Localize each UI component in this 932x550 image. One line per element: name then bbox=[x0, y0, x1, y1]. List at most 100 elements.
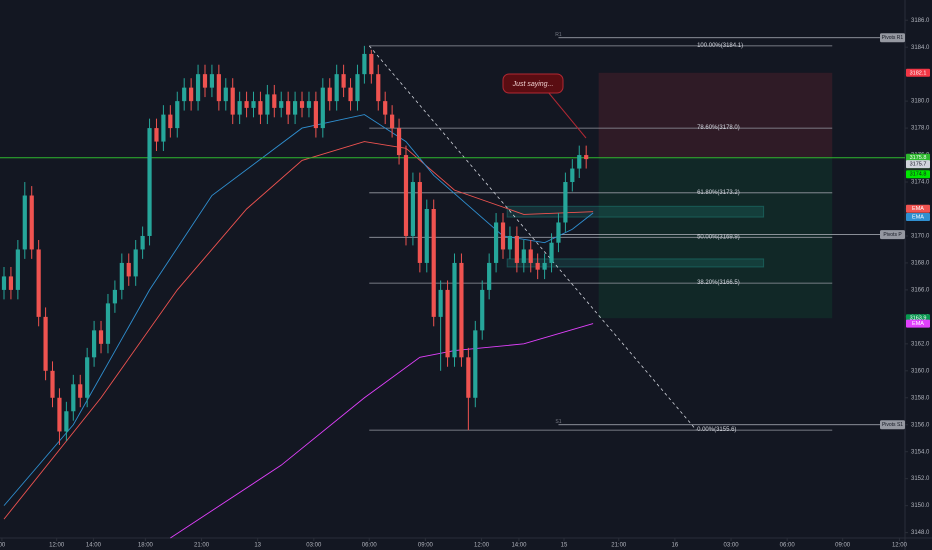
candle-body bbox=[161, 114, 166, 142]
annotation-text: Just saying... bbox=[512, 81, 554, 88]
candle-body bbox=[480, 289, 485, 331]
candle-body bbox=[64, 411, 69, 432]
candle-body bbox=[286, 101, 291, 115]
fib-label: 0.00%(3155.6) bbox=[697, 427, 736, 433]
y-tick-label: 3166.0 bbox=[911, 287, 930, 293]
pivot-tag bbox=[880, 230, 905, 240]
last-close-tag-label: 3175.7 bbox=[910, 162, 927, 168]
pivot-tag-label: Pivots R1 bbox=[882, 35, 904, 41]
candle-body bbox=[209, 74, 215, 88]
pivot-tag-label: Pivots S1 bbox=[882, 422, 903, 428]
candle-body bbox=[334, 74, 339, 102]
candle-body bbox=[154, 128, 159, 142]
candle-body bbox=[570, 168, 575, 183]
candle-body bbox=[265, 94, 270, 115]
x-tick-label: 06:00 bbox=[780, 543, 796, 549]
candle-body bbox=[584, 155, 589, 160]
candle-body bbox=[556, 222, 561, 243]
extra-tag-label: 3174.8 bbox=[910, 172, 927, 178]
ema-tag-label: EMA bbox=[912, 321, 924, 327]
target-zone bbox=[598, 157, 833, 319]
candle-body bbox=[43, 316, 48, 371]
consolidation-zone bbox=[506, 205, 765, 218]
candle-body bbox=[15, 249, 20, 290]
candle-body bbox=[71, 384, 76, 412]
x-tick-label: 12:00 bbox=[892, 543, 908, 549]
candle-body bbox=[390, 114, 395, 129]
candle-body bbox=[452, 262, 457, 358]
candle-body bbox=[320, 87, 325, 129]
candle-body bbox=[369, 53, 374, 75]
x-tick-label: 18:00 bbox=[138, 543, 154, 549]
candle-body bbox=[424, 208, 429, 263]
pivot-short-label: R1 bbox=[555, 32, 562, 38]
candle-body bbox=[175, 101, 180, 129]
candle-body bbox=[112, 289, 117, 304]
pivot-tag bbox=[880, 420, 905, 430]
candle-body bbox=[8, 276, 14, 290]
price-tag bbox=[906, 153, 930, 162]
ema-line bbox=[3, 114, 594, 506]
candle-body bbox=[403, 155, 409, 236]
candle-body bbox=[119, 262, 124, 290]
candle-body bbox=[306, 101, 312, 108]
x-tick-label: 16 bbox=[672, 543, 679, 549]
candle-body bbox=[410, 182, 416, 236]
candle-body bbox=[431, 208, 436, 317]
x-tick-label: 09:00 bbox=[835, 543, 851, 549]
candle-body bbox=[126, 262, 131, 277]
candle-body bbox=[299, 101, 305, 108]
fib-label: 78.60%(3178.0) bbox=[697, 125, 740, 131]
candle-body bbox=[535, 262, 540, 270]
y-tick-label: 3158.0 bbox=[911, 395, 930, 401]
y-tick-label: 3180.0 bbox=[911, 99, 930, 105]
last-close-tag bbox=[906, 160, 930, 169]
candle-body bbox=[195, 74, 201, 102]
candle-body bbox=[202, 74, 208, 88]
candle-body bbox=[85, 357, 90, 398]
pivot-tag bbox=[880, 33, 905, 43]
fib-label: 100.00%(3184.1) bbox=[697, 43, 743, 49]
x-tick-label: 21:00 bbox=[194, 543, 210, 549]
ema-tag bbox=[906, 204, 930, 213]
candle-body bbox=[182, 87, 187, 102]
ema-tag-label: EMA bbox=[912, 206, 924, 212]
y-tick-label: 3168.0 bbox=[911, 261, 930, 267]
y-tick-label: 3186.0 bbox=[911, 18, 930, 24]
y-tick-label: 3170.0 bbox=[911, 234, 930, 240]
candle-body bbox=[417, 182, 422, 263]
candle-body bbox=[362, 53, 367, 75]
candle-body bbox=[1, 276, 7, 290]
candle-body bbox=[147, 128, 152, 236]
candle-body bbox=[216, 74, 221, 102]
candle-body bbox=[438, 289, 443, 317]
candle-body bbox=[313, 101, 318, 129]
candle-body bbox=[57, 397, 62, 432]
y-tick-label: 3148.0 bbox=[911, 530, 930, 536]
candle-body bbox=[500, 222, 506, 250]
y-tick-label: 3178.0 bbox=[911, 126, 930, 132]
stop-tag bbox=[906, 68, 930, 77]
x-tick-label: 15 bbox=[561, 543, 568, 549]
candle-body bbox=[223, 87, 228, 102]
candle-body bbox=[140, 235, 145, 250]
ema-tag-label: EMA bbox=[912, 214, 924, 220]
candle-body bbox=[189, 87, 194, 102]
ema-line bbox=[3, 141, 594, 520]
candle-body bbox=[168, 114, 173, 129]
x-tick-label: 00 bbox=[0, 543, 6, 549]
fib-label: 50.00%(3169.9) bbox=[697, 234, 740, 240]
candle-body bbox=[383, 101, 388, 115]
fib-label: 61.80%(3173.2) bbox=[697, 190, 740, 196]
y-tick-label: 3154.0 bbox=[911, 449, 930, 455]
x-tick-label: 03:00 bbox=[724, 543, 740, 549]
ema-line bbox=[170, 323, 594, 539]
candle-body bbox=[78, 384, 83, 398]
candle-body bbox=[549, 242, 554, 263]
candle-body bbox=[237, 101, 242, 115]
candle-body bbox=[251, 101, 256, 108]
candle-body bbox=[22, 195, 27, 250]
x-tick-label: 21:00 bbox=[611, 543, 627, 549]
